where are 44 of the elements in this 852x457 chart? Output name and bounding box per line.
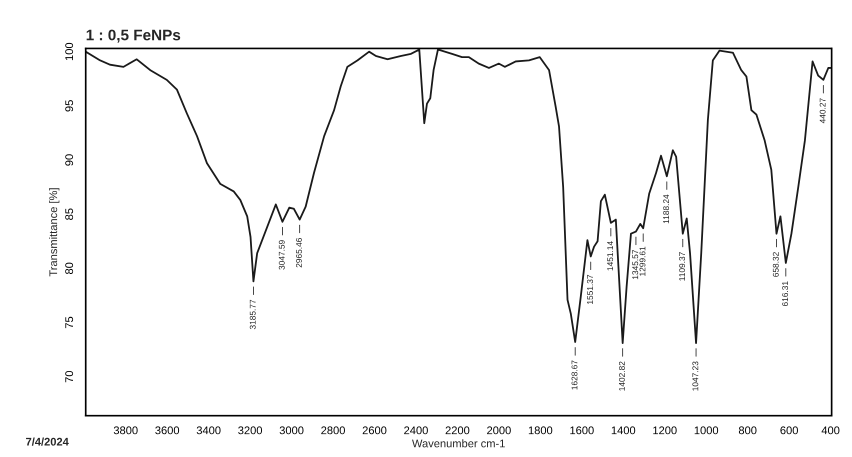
- x-tick-label: 1200: [653, 426, 677, 434]
- annotation: 1628.67: [572, 360, 578, 390]
- x-axis-title: Wavenumber cm-1: [412, 439, 505, 448]
- x-tick-label: 800: [738, 426, 757, 434]
- y-tick-label: 80: [65, 262, 74, 274]
- x-tick-label: 1400: [612, 426, 636, 434]
- y-tick-label: 90: [65, 154, 74, 166]
- y-tick-label: 75: [65, 316, 74, 328]
- x-tick-label: 3200: [238, 426, 262, 434]
- annotation: 1451.14: [607, 241, 614, 270]
- annotation: 1345.57: [632, 250, 638, 280]
- annotation: 2965.46: [296, 238, 302, 268]
- x-tick-label: 2200: [446, 426, 470, 434]
- x-tick-label: 400: [822, 426, 840, 434]
- x-tick-label: 2000: [487, 426, 511, 434]
- annotation: 1047.23: [692, 362, 698, 391]
- x-tick-label: 1600: [570, 426, 594, 434]
- annotation: 1188.24: [663, 194, 670, 224]
- x-tick-label: 3800: [114, 426, 138, 434]
- y-tick-label: 85: [65, 208, 74, 220]
- x-tick-label: 3000: [280, 426, 304, 434]
- x-tick-label: 600: [780, 426, 798, 434]
- annotation: 1551.37: [587, 274, 593, 304]
- y-tick-label: 100: [65, 42, 74, 60]
- annotation: 616.31: [782, 281, 788, 306]
- x-tick-label: 2600: [362, 426, 386, 434]
- y-axis-title: Transmittance [%]: [49, 188, 60, 276]
- y-tick-label: 70: [65, 370, 74, 382]
- x-tick-label: 1800: [528, 426, 552, 434]
- x-tick-label: 2400: [404, 426, 428, 434]
- chart-title: 1 : 0,5 FeNPs: [86, 30, 180, 43]
- annotation: 658.32: [772, 252, 779, 277]
- x-tick-label: 3600: [155, 426, 180, 434]
- annotation: 3047.59: [278, 240, 285, 270]
- annotation: 440.27: [820, 98, 826, 124]
- annotation: 3185.77: [250, 300, 256, 330]
- text: 7/4/2024: [26, 438, 69, 446]
- x-tick-label: 3400: [196, 426, 221, 434]
- y-tick-label: 95: [65, 100, 74, 112]
- x-tick-label: 2800: [321, 426, 345, 434]
- annotation: 1299.61: [640, 246, 646, 276]
- annotation: 1402.82: [619, 362, 625, 391]
- annotation: 1109.37: [679, 252, 686, 281]
- x-tick-label: 1000: [694, 426, 718, 434]
